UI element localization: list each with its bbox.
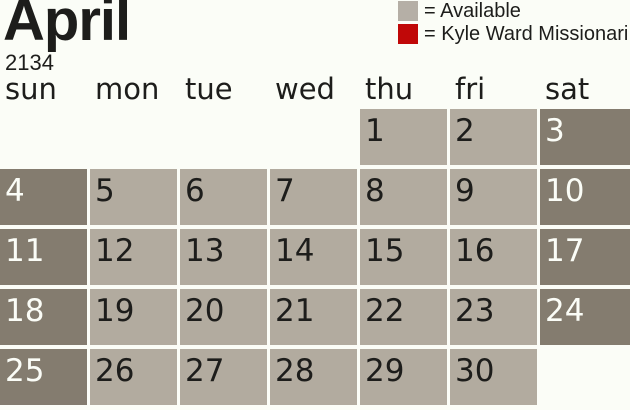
legend-label-missionaries: = Kyle Ward Missionari	[424, 23, 629, 45]
day-cell-27[interactable]: 27	[180, 349, 267, 405]
day-cell-29[interactable]: 29	[360, 349, 447, 405]
empty-cell	[90, 109, 177, 165]
day-cell-14[interactable]: 14	[270, 229, 357, 285]
available-swatch-icon	[398, 1, 418, 21]
day-cell-16[interactable]: 16	[450, 229, 537, 285]
day-header-tue: tue	[185, 72, 233, 106]
legend-item-available: = Available	[398, 0, 628, 22]
day-header-sat: sat	[545, 72, 590, 106]
year-label: 2134	[5, 50, 54, 75]
day-cell-7[interactable]: 7	[270, 169, 357, 225]
legend-item-missionaries: = Kyle Ward Missionari	[398, 23, 629, 45]
day-cell-20[interactable]: 20	[180, 289, 267, 345]
day-cell-15[interactable]: 15	[360, 229, 447, 285]
day-cell-21[interactable]: 21	[270, 289, 357, 345]
day-cell-25[interactable]: 25	[0, 349, 87, 405]
day-cell-30[interactable]: 30	[450, 349, 537, 405]
calendar-grid: 1 2 3 4 5 6 7 8 9 10 11 12 13 14 15 16 1…	[0, 109, 630, 405]
day-cell-18[interactable]: 18	[0, 289, 87, 345]
day-cell-6[interactable]: 6	[180, 169, 267, 225]
day-header-thu: thu	[365, 72, 414, 106]
empty-cell	[270, 109, 357, 165]
day-cell-3[interactable]: 3	[540, 109, 630, 165]
day-cell-4[interactable]: 4	[0, 169, 87, 225]
day-cell-5[interactable]: 5	[90, 169, 177, 225]
day-cell-2[interactable]: 2	[450, 109, 537, 165]
day-cell-19[interactable]: 19	[90, 289, 177, 345]
day-cell-9[interactable]: 9	[450, 169, 537, 225]
day-cell-23[interactable]: 23	[450, 289, 537, 345]
day-header-fri: fri	[455, 72, 486, 106]
empty-cell	[180, 109, 267, 165]
day-cell-13[interactable]: 13	[180, 229, 267, 285]
day-header-wed: wed	[275, 72, 335, 106]
month-title: April	[3, 0, 131, 53]
day-cell-10[interactable]: 10	[540, 169, 630, 225]
legend: = Available = Kyle Ward Missionari	[398, 1, 628, 47]
day-header-sun: sun	[5, 72, 57, 106]
day-cell-17[interactable]: 17	[540, 229, 630, 285]
day-cell-26[interactable]: 26	[90, 349, 177, 405]
empty-cell	[0, 109, 87, 165]
day-cell-28[interactable]: 28	[270, 349, 357, 405]
legend-label-available: = Available	[424, 0, 521, 22]
missionary-swatch-icon	[398, 24, 418, 44]
empty-cell	[540, 349, 630, 405]
day-cell-11[interactable]: 11	[0, 229, 87, 285]
day-header-mon: mon	[95, 72, 160, 106]
day-cell-8[interactable]: 8	[360, 169, 447, 225]
day-cell-1[interactable]: 1	[360, 109, 447, 165]
day-cell-22[interactable]: 22	[360, 289, 447, 345]
day-of-week-header-row: sun mon tue wed thu fri sat	[0, 72, 630, 106]
day-cell-24[interactable]: 24	[540, 289, 630, 345]
day-cell-12[interactable]: 12	[90, 229, 177, 285]
